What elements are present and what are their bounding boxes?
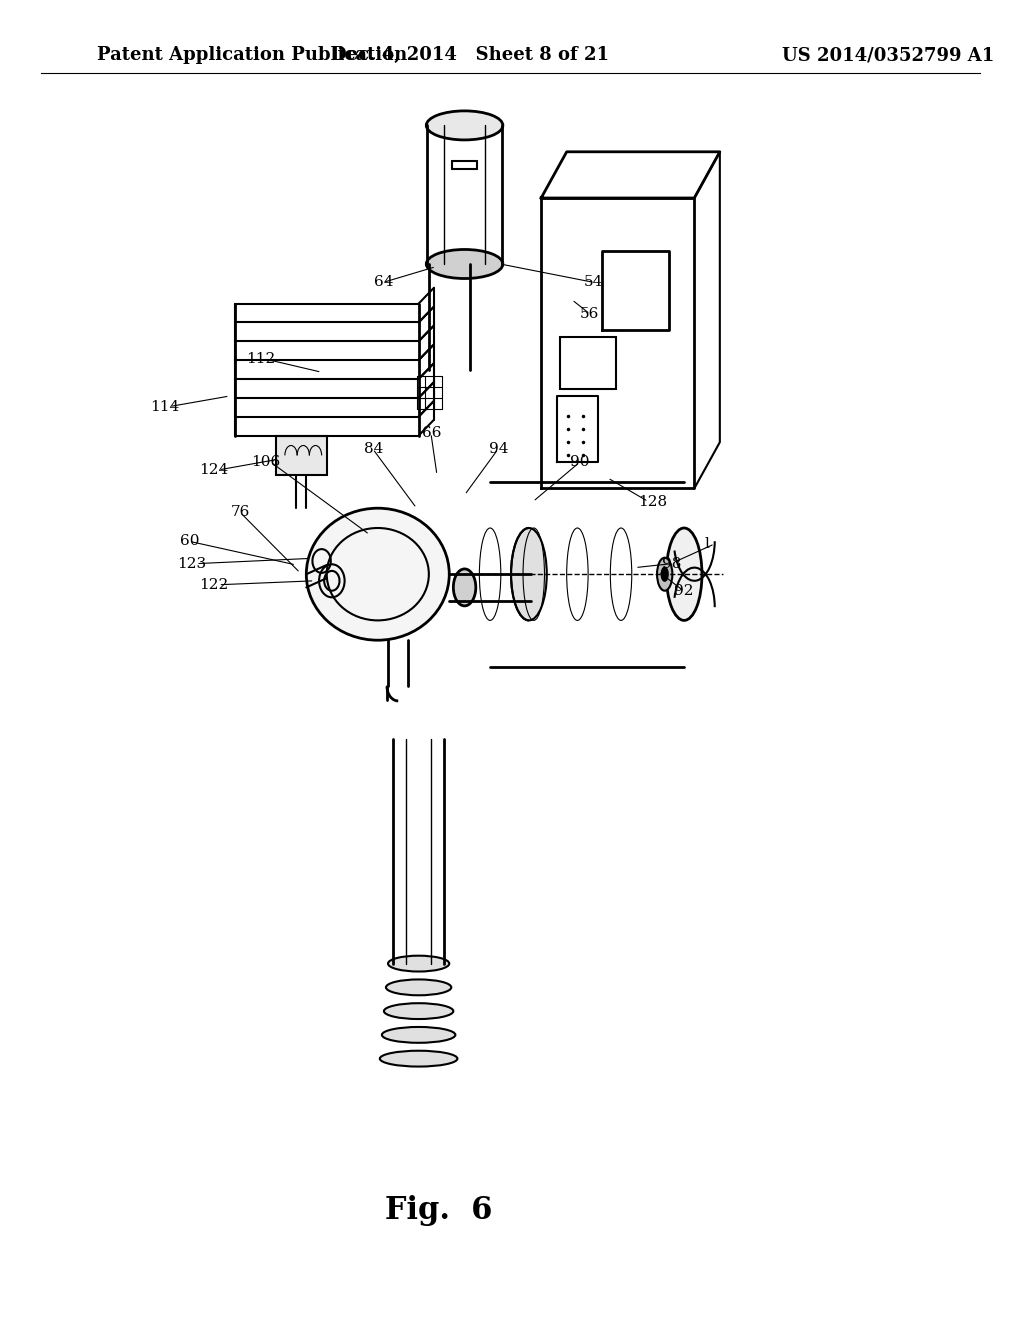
Ellipse shape bbox=[454, 569, 476, 606]
Text: 66: 66 bbox=[422, 426, 441, 440]
Text: 60: 60 bbox=[179, 535, 199, 548]
Text: 124: 124 bbox=[200, 463, 228, 477]
Text: Patent Application Publication: Patent Application Publication bbox=[97, 46, 408, 65]
Ellipse shape bbox=[511, 528, 547, 620]
Ellipse shape bbox=[426, 249, 503, 279]
Text: Fig.  6: Fig. 6 bbox=[385, 1195, 493, 1226]
Text: 106: 106 bbox=[252, 455, 281, 469]
Text: Dec. 4, 2014   Sheet 8 of 21: Dec. 4, 2014 Sheet 8 of 21 bbox=[331, 46, 608, 65]
Bar bbox=[275, 436, 327, 475]
Text: 54: 54 bbox=[584, 276, 603, 289]
Bar bbox=[559, 337, 615, 389]
Ellipse shape bbox=[380, 1051, 458, 1067]
Text: 94: 94 bbox=[489, 442, 509, 455]
Text: US 2014/0352799 A1: US 2014/0352799 A1 bbox=[782, 46, 994, 65]
Ellipse shape bbox=[386, 979, 452, 995]
Ellipse shape bbox=[426, 111, 503, 140]
Text: 128: 128 bbox=[638, 495, 668, 508]
Ellipse shape bbox=[388, 956, 450, 972]
Ellipse shape bbox=[657, 557, 673, 591]
Ellipse shape bbox=[306, 508, 450, 640]
Text: 56: 56 bbox=[580, 308, 599, 321]
Text: 98: 98 bbox=[662, 557, 681, 570]
Ellipse shape bbox=[384, 1003, 454, 1019]
Text: 114: 114 bbox=[151, 400, 179, 413]
Text: 64: 64 bbox=[374, 276, 393, 289]
Text: 123: 123 bbox=[177, 557, 206, 570]
Text: 92: 92 bbox=[674, 585, 693, 598]
Text: l: l bbox=[705, 537, 710, 550]
Text: 122: 122 bbox=[200, 578, 228, 591]
Ellipse shape bbox=[667, 528, 702, 620]
Text: 90: 90 bbox=[569, 455, 589, 469]
Ellipse shape bbox=[662, 568, 668, 581]
Text: 76: 76 bbox=[230, 506, 250, 519]
Text: 84: 84 bbox=[364, 442, 383, 455]
Text: 112: 112 bbox=[247, 352, 275, 366]
Ellipse shape bbox=[382, 1027, 456, 1043]
